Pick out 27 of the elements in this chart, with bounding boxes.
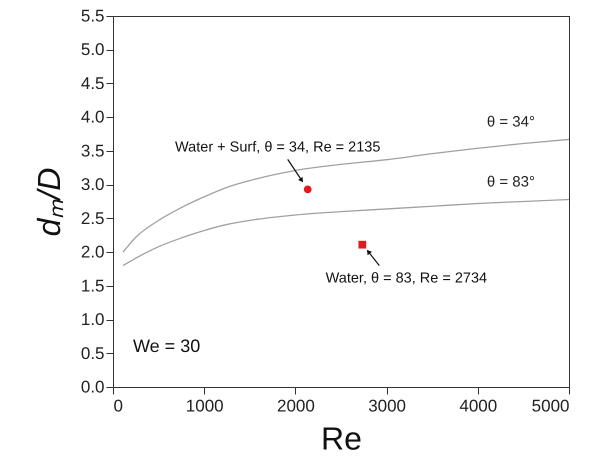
y-tick-label: 3.0: [80, 175, 104, 194]
x-tick-label: 4000: [459, 396, 498, 416]
y-tick-label: 4.5: [80, 74, 104, 93]
series-label: θ = 83°: [486, 173, 535, 190]
annotation: We = 30: [133, 336, 200, 356]
annotation: Water, θ = 83, Re = 2734: [326, 270, 488, 287]
x-axis-title: Re: [321, 420, 362, 456]
x-tick-label: 5000: [532, 396, 570, 416]
x-tick-label: 0: [114, 396, 123, 416]
x-tick-label: 3000: [368, 396, 406, 416]
x-tick-label: 2000: [276, 396, 315, 416]
line-series: [122, 198, 570, 266]
x-tick-label: 1000: [186, 396, 224, 416]
y-axis-title: dₘ/D: [30, 168, 67, 236]
y-tick-label: 0.5: [80, 344, 104, 363]
annotation: Water + Surf, θ = 34, Re = 2135: [175, 139, 380, 156]
y-tick-label: 5.5: [80, 6, 104, 26]
y-tick-label: 3.5: [80, 141, 104, 160]
y-tick-label: 2.5: [80, 208, 104, 228]
y-tick-label: 1.0: [80, 310, 104, 330]
y-tick-label: 2.0: [80, 242, 104, 262]
y-tick-label: 5.0: [80, 40, 104, 60]
series-label: θ = 34°: [486, 113, 535, 130]
y-tick-label: 4.0: [80, 108, 104, 127]
line-series: [122, 138, 570, 253]
y-tick-label: 0.0: [80, 378, 104, 396]
y-tick-label: 1.5: [80, 276, 104, 296]
